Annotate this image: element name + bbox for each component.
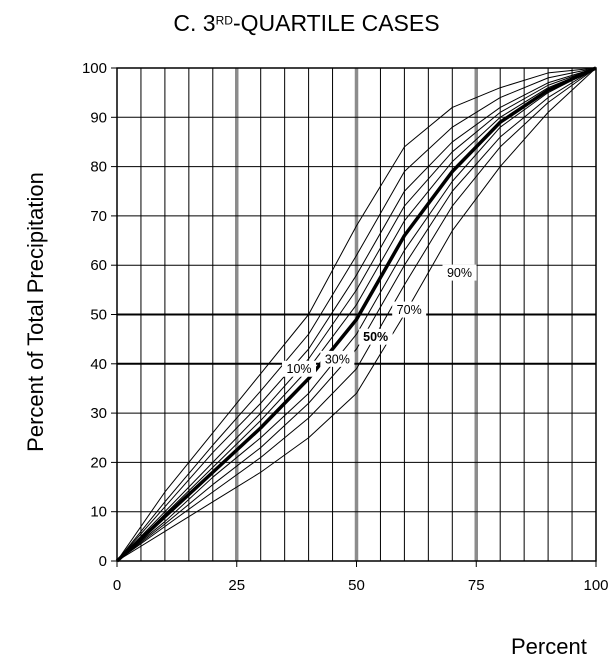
curve-label-background [358,328,393,345]
x-axis-label: Percent [511,634,587,659]
curve-label-group: 50% [358,328,393,345]
series-line [116,67,597,562]
y-tick-label: 0 [99,553,107,570]
y-tick-label: 60 [90,257,107,274]
curve-label: 90% [447,266,472,280]
y-tick-label: 90 [90,109,107,126]
curve-labels: 10% 30% 50% 70% 90% [282,264,477,377]
y-tick-label: 70 [90,208,107,225]
curve-label-group: 70% [392,301,427,318]
chart-title-suffix: -QUARTILE CASES [232,10,440,36]
y-tick-label: 30 [90,405,107,422]
curve-label: 70% [397,303,422,317]
chart-title-superscript: RD [215,13,233,28]
series-line [116,67,597,562]
x-tick-label: 100 [583,577,608,594]
median-series-line [115,66,597,563]
grid [117,68,596,561]
x-tick-label: 25 [228,577,245,594]
y-tick-label: 10 [90,504,107,521]
x-tick-label: 0 [113,577,121,594]
series-line [116,67,597,562]
curve-label-background [392,301,427,318]
series-line [116,67,597,562]
curve-label-group: 90% [442,264,477,281]
series-group [115,66,597,563]
curve-label-background [442,264,477,281]
chart-title: C. 3RD-QUARTILE CASES [0,10,613,37]
x-tick-label: 50 [348,577,365,594]
series-line [116,67,597,562]
series-line [116,67,597,562]
y-tick-label: 40 [90,356,107,373]
y-tick-label: 20 [90,454,107,471]
series-line [116,67,597,562]
series-line [116,67,597,562]
curve-label-background [320,350,355,367]
curve-label: 10% [287,362,312,376]
curve-label: 50% [363,330,388,344]
y-tick-label: 100 [82,60,107,77]
chart-title-prefix: C. 3 [173,10,216,36]
curve-label-group: 10% [282,360,317,377]
y-tick-label: 80 [90,159,107,176]
curve-label: 30% [325,352,350,366]
y-tick-label: 50 [90,307,107,324]
series-line [116,67,597,562]
axes: 0 10 20 30 40 50 60 70 80 90 100 0 25 50 75 100 [82,60,609,594]
curve-label-background [282,360,317,377]
curve-label-group: 30% [320,350,355,367]
x-tick-label: 75 [468,577,485,594]
